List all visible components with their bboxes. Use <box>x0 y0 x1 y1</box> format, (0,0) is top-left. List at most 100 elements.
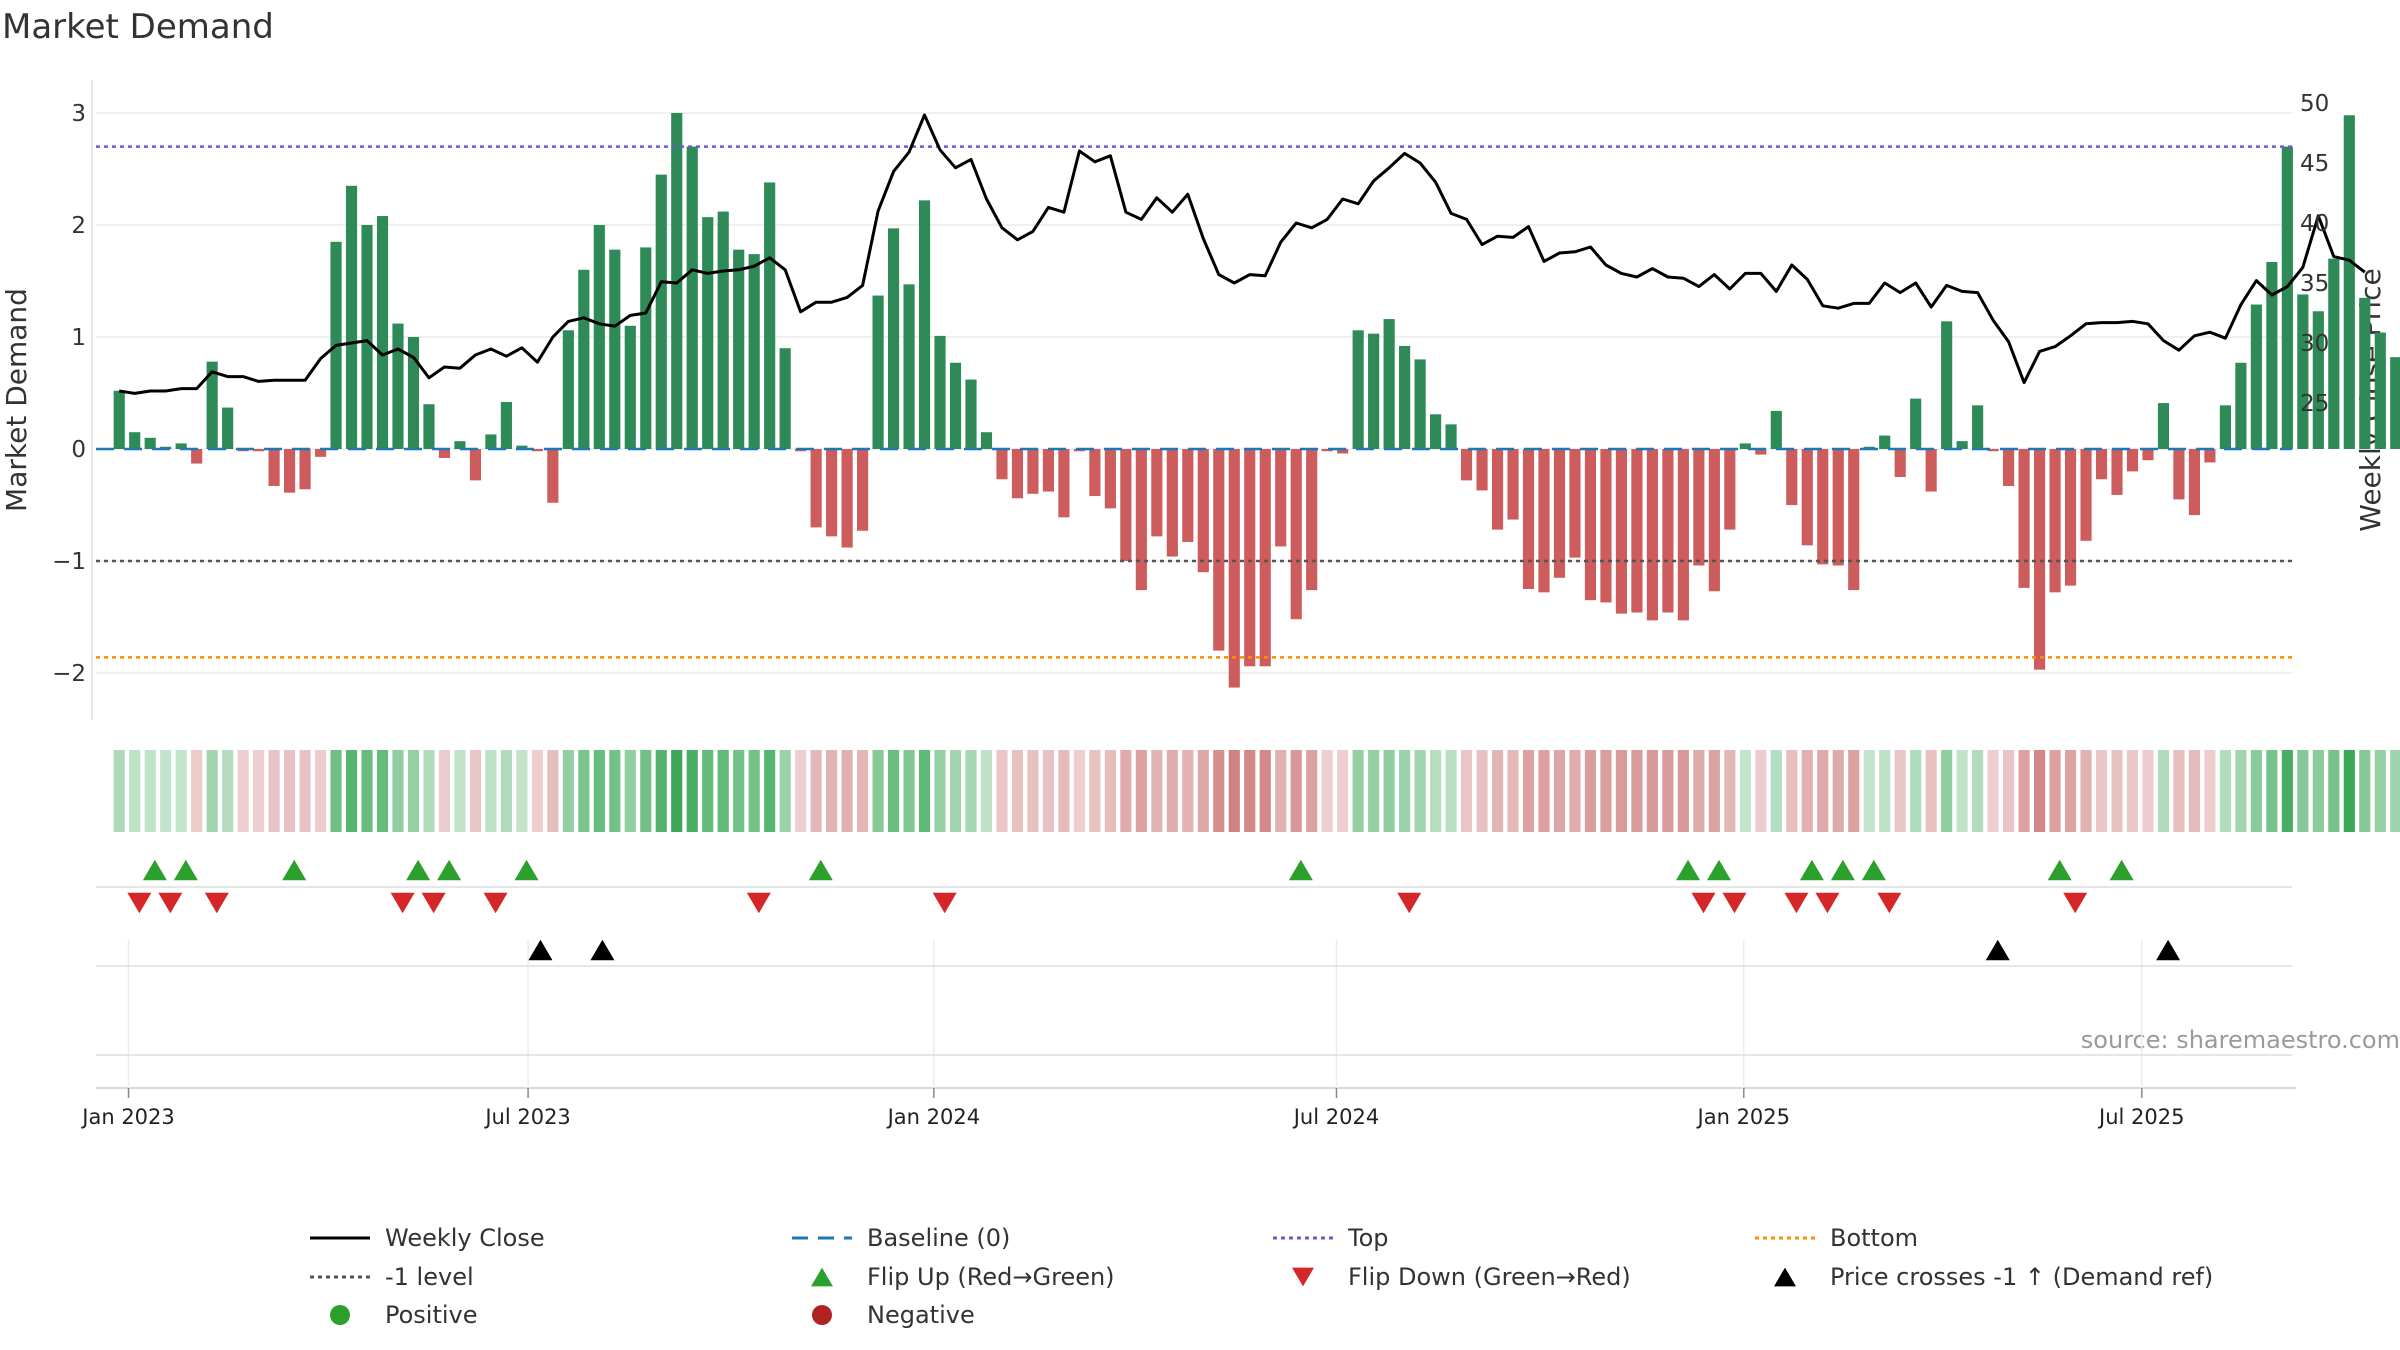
demand-bar <box>903 284 915 449</box>
x-tick-label: Jan 2025 <box>1696 1105 1791 1129</box>
heat-cell <box>1042 750 1055 832</box>
flip-down-marker <box>746 892 771 914</box>
heat-cell <box>516 750 528 832</box>
heat-cell <box>2390 750 2400 832</box>
demand-bar <box>2095 449 2108 480</box>
demand-bar <box>1522 449 1535 589</box>
demand-bar <box>1275 449 1287 547</box>
legend-label: Positive <box>385 1301 478 1329</box>
heat-cell <box>175 750 187 832</box>
demand-bar <box>1848 449 1860 591</box>
heat-cell <box>702 750 714 832</box>
demand-bar <box>2359 297 2371 449</box>
heat-cell <box>1104 750 1116 832</box>
flip-down-marker <box>390 892 415 914</box>
heat-cell <box>2095 750 2108 832</box>
heat-cell <box>872 750 884 832</box>
demand-bar <box>2390 357 2400 449</box>
legend-item-top: Top <box>1273 1224 1389 1252</box>
flip-up-marker <box>1830 859 1855 881</box>
demand-bar <box>1460 449 1473 481</box>
demand-bar <box>469 449 481 481</box>
heat-cell <box>2328 750 2340 832</box>
heat-cell <box>686 750 698 832</box>
demand-bar <box>1646 449 1658 621</box>
heat-cell <box>1213 750 1225 832</box>
heat-cell <box>918 750 931 832</box>
demand-bar <box>779 348 791 449</box>
heat-cell <box>438 750 451 832</box>
demand-bar <box>1383 319 1395 449</box>
demand-bar <box>1135 449 1147 591</box>
heat-cell <box>934 750 946 832</box>
demand-bar <box>686 146 698 449</box>
signal-markers <box>96 859 2292 1056</box>
demand-bar <box>2374 332 2386 449</box>
heat-cell <box>1011 750 1024 832</box>
flip-down-marker <box>421 892 446 914</box>
heat-cell <box>191 750 203 832</box>
demand-bar <box>1910 398 1922 449</box>
heat-cell <box>1275 750 1287 832</box>
demand-bar <box>2281 146 2293 449</box>
heat-cell <box>1460 750 1473 832</box>
demand-bar <box>314 449 327 457</box>
demand-bar <box>1166 449 1178 557</box>
demand-bar <box>1120 449 1132 561</box>
demand-bar <box>2003 449 2015 486</box>
demand-bar <box>1739 443 1751 449</box>
demand-bar <box>268 449 280 486</box>
demand-bar <box>640 247 652 449</box>
heat-cell <box>222 750 234 832</box>
demand-bar <box>1770 410 1782 449</box>
demand-bar <box>1584 449 1597 601</box>
demand-bars <box>113 113 2400 688</box>
demand-bar <box>423 404 435 449</box>
demand-bar <box>2173 449 2185 500</box>
heat-strip <box>113 750 2400 832</box>
flip-up-marker <box>514 859 539 881</box>
heat-cell <box>609 750 621 832</box>
demand-bar <box>1027 449 1039 494</box>
demand-bar <box>191 449 203 464</box>
heat-cell <box>1337 750 1349 832</box>
demand-bar <box>1011 449 1024 499</box>
demand-bar <box>1228 449 1240 688</box>
heat-cell <box>1786 750 1798 832</box>
demand-bar <box>748 254 760 449</box>
demand-bar <box>980 432 993 449</box>
demand-bar <box>2033 449 2046 670</box>
legend-label: -1 level <box>385 1263 474 1291</box>
y-tick-left: −2 <box>52 661 86 687</box>
flip-down-marker <box>483 892 508 914</box>
x-tick-label: Jul 2024 <box>1292 1105 1379 1129</box>
heat-cell <box>748 750 760 832</box>
demand-bar <box>2297 294 2309 449</box>
heat-cell <box>1941 750 1953 832</box>
legend-swatch <box>330 1305 350 1325</box>
flip-up-marker <box>173 859 198 881</box>
demand-bar <box>253 449 265 452</box>
legend-label: Flip Down (Green→Red) <box>1348 1263 1631 1291</box>
demand-bar <box>1724 449 1736 530</box>
heat-cell <box>1956 750 1968 832</box>
y-axis-label-left: Market Demand <box>0 288 33 512</box>
heat-cell <box>887 750 900 832</box>
demand-bar <box>1972 405 1984 449</box>
heat-cell <box>345 750 358 832</box>
legend-swatch <box>812 1305 832 1325</box>
flip-down-marker <box>1815 892 1840 914</box>
demand-bar <box>2126 449 2139 472</box>
demand-bar <box>376 216 389 449</box>
heat-cell <box>1677 750 1689 832</box>
demand-bar <box>206 361 218 449</box>
demand-bar <box>1414 359 1426 449</box>
demand-bar <box>1445 424 1457 449</box>
heat-cell <box>485 750 497 832</box>
legend-label: Price crosses -1 ↑ (Demand ref) <box>1830 1263 2213 1291</box>
demand-bar <box>655 174 667 449</box>
heat-cell <box>1817 750 1829 832</box>
heat-cell <box>2111 750 2123 832</box>
heat-cell <box>206 750 218 832</box>
heat-cell <box>1089 750 1101 832</box>
